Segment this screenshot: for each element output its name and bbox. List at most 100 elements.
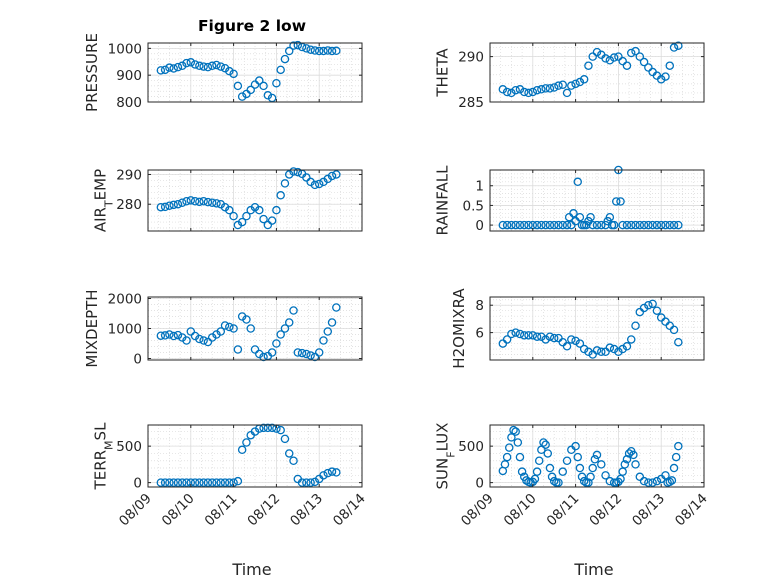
y-tick-label: 280 bbox=[116, 197, 142, 213]
data-point bbox=[297, 348, 307, 358]
data-point bbox=[165, 478, 174, 487]
data-point bbox=[160, 331, 170, 340]
data-point bbox=[327, 467, 337, 476]
data-point bbox=[558, 80, 568, 90]
data-point bbox=[592, 450, 602, 460]
data-point bbox=[310, 180, 320, 190]
data-point bbox=[216, 478, 226, 487]
data-point bbox=[534, 456, 544, 465]
data-point bbox=[272, 339, 281, 348]
data-point bbox=[618, 56, 627, 66]
data-point bbox=[186, 327, 196, 336]
data-point bbox=[584, 347, 593, 357]
data-point bbox=[259, 214, 268, 224]
data-point bbox=[644, 63, 653, 72]
data-point bbox=[156, 331, 166, 340]
data-point bbox=[605, 343, 615, 352]
x-tick-label: 08/14 bbox=[330, 491, 369, 530]
data-point bbox=[592, 47, 602, 57]
data-point bbox=[575, 77, 585, 87]
data-point bbox=[302, 349, 311, 359]
data-point bbox=[169, 64, 178, 73]
y-tick-label: 0 bbox=[475, 218, 484, 234]
data-point bbox=[674, 41, 683, 50]
axes-box bbox=[489, 424, 705, 488]
data-point bbox=[644, 220, 653, 230]
data-point bbox=[639, 476, 649, 486]
data-point bbox=[203, 337, 213, 347]
data-point bbox=[674, 220, 683, 230]
data-point bbox=[190, 196, 200, 206]
data-point bbox=[597, 460, 606, 469]
data-point bbox=[517, 467, 527, 476]
data-point bbox=[327, 46, 337, 56]
data-point bbox=[577, 472, 587, 482]
data-point bbox=[173, 62, 183, 72]
data-point bbox=[276, 330, 285, 339]
data-point bbox=[319, 46, 328, 56]
data-point bbox=[584, 478, 593, 487]
y-tick-label: 0.5 bbox=[463, 198, 484, 214]
data-point bbox=[225, 478, 234, 487]
y-tick-label: 290 bbox=[116, 167, 142, 183]
data-point bbox=[195, 334, 204, 344]
data-point bbox=[601, 54, 610, 63]
data-point bbox=[511, 328, 520, 337]
data-point bbox=[635, 220, 645, 230]
data-point bbox=[631, 220, 640, 230]
data-point bbox=[635, 472, 645, 482]
data-point bbox=[543, 449, 553, 458]
data-point bbox=[246, 324, 255, 333]
data-point bbox=[165, 201, 174, 210]
data-point bbox=[225, 322, 234, 332]
data-point bbox=[590, 455, 600, 464]
data-point bbox=[505, 443, 514, 452]
data-point bbox=[573, 452, 582, 462]
data-point bbox=[280, 324, 290, 333]
data-point bbox=[575, 212, 585, 222]
data-point bbox=[558, 467, 568, 476]
data-point bbox=[511, 427, 520, 436]
data-point bbox=[541, 220, 550, 230]
data-point bbox=[639, 57, 649, 67]
data-point bbox=[332, 46, 341, 56]
data-point bbox=[323, 468, 333, 478]
data-point bbox=[622, 220, 632, 230]
data-point bbox=[310, 46, 320, 55]
data-point bbox=[597, 347, 606, 357]
data-point bbox=[644, 300, 653, 310]
data-point bbox=[648, 478, 657, 487]
data-point bbox=[160, 478, 170, 487]
data-point bbox=[626, 335, 636, 344]
y-axis-label: RAINFALL bbox=[433, 165, 451, 236]
data-point bbox=[579, 344, 589, 354]
data-point bbox=[323, 46, 333, 55]
data-point bbox=[549, 83, 559, 92]
data-point bbox=[233, 476, 243, 486]
data-point bbox=[511, 85, 520, 95]
data-point bbox=[629, 450, 638, 460]
data-point bbox=[586, 212, 595, 222]
x-tick-label: 08/14 bbox=[672, 491, 711, 530]
data-point bbox=[592, 220, 602, 230]
data-point bbox=[332, 468, 341, 477]
data-point bbox=[588, 463, 597, 473]
data-point bbox=[177, 61, 187, 71]
data-point bbox=[524, 331, 533, 340]
data-point bbox=[537, 85, 546, 94]
data-point bbox=[250, 345, 260, 354]
subplot-theta: 285 290 THETA bbox=[433, 41, 705, 111]
data-point bbox=[302, 173, 311, 182]
subplot-pressure: 800 900 1000 PRESSURE bbox=[83, 33, 363, 112]
y-tick-label: 900 bbox=[116, 68, 142, 84]
data-point bbox=[195, 478, 204, 487]
data-point bbox=[169, 200, 178, 210]
data-point bbox=[498, 85, 508, 94]
data-point bbox=[502, 87, 512, 97]
data-point bbox=[302, 44, 311, 53]
data-point bbox=[314, 179, 324, 189]
data-point bbox=[609, 344, 619, 354]
data-point bbox=[562, 88, 572, 98]
data-point bbox=[502, 220, 512, 230]
